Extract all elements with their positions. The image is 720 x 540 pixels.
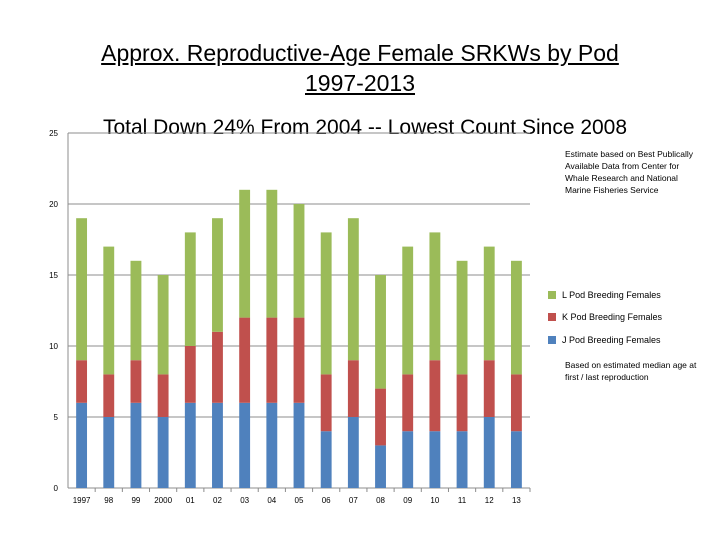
x-tick-label: 07 bbox=[349, 496, 358, 505]
bar-j-pod bbox=[402, 431, 414, 488]
bar-l-pod bbox=[483, 246, 495, 361]
y-tick-label: 15 bbox=[49, 271, 58, 280]
bar-j-pod bbox=[483, 417, 495, 488]
bar-j-pod bbox=[375, 445, 386, 488]
legend-item-l-pod: L Pod Breeding Females bbox=[548, 290, 661, 300]
bar-j-pod bbox=[184, 402, 196, 488]
x-tick-label: 02 bbox=[213, 496, 222, 505]
bar-l-pod bbox=[429, 232, 441, 361]
bar-l-pod bbox=[103, 246, 115, 375]
bar-k-pod bbox=[402, 374, 414, 432]
bar-l-pod bbox=[510, 260, 522, 375]
bar-k-pod bbox=[212, 331, 223, 403]
bar-k-pod bbox=[184, 346, 196, 403]
source-note: Estimate based on Best Publically Availa… bbox=[565, 149, 694, 195]
bar-j-pod bbox=[239, 402, 251, 488]
bar-k-pod bbox=[375, 388, 386, 446]
x-tick-label: 1997 bbox=[73, 496, 91, 505]
x-tick-label: 06 bbox=[322, 496, 331, 505]
chart-title-years: 1997-2013 bbox=[305, 70, 415, 96]
y-tick-label: 25 bbox=[49, 129, 58, 138]
bar-j-pod bbox=[130, 402, 142, 488]
y-tick-label: 5 bbox=[54, 413, 59, 422]
bar-l-pod bbox=[239, 189, 251, 318]
bar-k-pod bbox=[456, 374, 468, 432]
legend-swatch-j-pod bbox=[548, 336, 556, 344]
x-tick-label: 10 bbox=[430, 496, 439, 505]
bar-k-pod bbox=[103, 374, 115, 417]
method-note: Based on estimated median age at first /… bbox=[565, 360, 697, 382]
bar-l-pod bbox=[266, 189, 278, 318]
bar-l-pod bbox=[76, 218, 88, 361]
bar-k-pod bbox=[157, 374, 169, 417]
legend-label-l-pod: L Pod Breeding Females bbox=[562, 290, 661, 300]
bar-l-pod bbox=[320, 232, 332, 375]
bar-j-pod bbox=[293, 402, 305, 488]
x-tick-label: 2000 bbox=[154, 496, 172, 505]
bar-l-pod bbox=[293, 204, 305, 318]
bar-l-pod bbox=[402, 246, 414, 375]
bar-j-pod bbox=[429, 431, 441, 488]
bar-k-pod bbox=[76, 360, 88, 403]
bar-l-pod bbox=[184, 232, 196, 346]
bar-j-pod bbox=[212, 402, 223, 488]
legend-label-j-pod: J Pod Breeding Females bbox=[562, 335, 661, 345]
x-tick-label: 99 bbox=[131, 496, 140, 505]
x-tick-label: 05 bbox=[295, 496, 304, 505]
bar-j-pod bbox=[456, 431, 468, 488]
bar-l-pod bbox=[375, 275, 386, 389]
bar-k-pod bbox=[130, 360, 142, 403]
chart-title: Approx. Reproductive-Age Female SRKWs by… bbox=[101, 40, 619, 66]
y-tick-label: 10 bbox=[49, 342, 58, 351]
bar-j-pod bbox=[510, 431, 522, 488]
bar-j-pod bbox=[347, 417, 359, 488]
y-tick-label: 0 bbox=[54, 484, 59, 493]
bar-l-pod bbox=[212, 218, 223, 332]
bar-j-pod bbox=[320, 431, 332, 488]
bar-l-pod bbox=[347, 218, 359, 361]
bar-l-pod bbox=[157, 275, 169, 375]
x-tick-label: 11 bbox=[458, 496, 467, 505]
x-tick-label: 01 bbox=[186, 496, 195, 505]
y-tick-label: 20 bbox=[49, 200, 58, 209]
legend-swatch-k-pod bbox=[548, 313, 556, 321]
bar-k-pod bbox=[347, 360, 359, 417]
bar-l-pod bbox=[456, 260, 468, 375]
bar-k-pod bbox=[239, 317, 251, 403]
bar-j-pod bbox=[76, 402, 88, 488]
bar-k-pod bbox=[293, 317, 305, 403]
x-tick-label: 04 bbox=[267, 496, 276, 505]
bar-k-pod bbox=[510, 374, 522, 432]
legend-swatch-l-pod bbox=[548, 291, 556, 299]
bar-k-pod bbox=[266, 317, 278, 403]
x-tick-label: 98 bbox=[104, 496, 113, 505]
x-tick-label: 03 bbox=[240, 496, 249, 505]
x-tick-label: 08 bbox=[376, 496, 385, 505]
x-tick-label: 12 bbox=[485, 496, 494, 505]
bar-k-pod bbox=[320, 374, 332, 432]
bar-l-pod bbox=[130, 260, 142, 361]
bar-k-pod bbox=[483, 360, 495, 417]
bar-k-pod bbox=[429, 360, 441, 432]
legend-label-k-pod: K Pod Breeding Females bbox=[562, 312, 663, 322]
x-tick-label: 09 bbox=[403, 496, 412, 505]
legend-item-k-pod: K Pod Breeding Females bbox=[548, 312, 662, 322]
bar-j-pod bbox=[103, 417, 115, 488]
bar-j-pod bbox=[266, 402, 278, 488]
bar-j-pod bbox=[157, 417, 169, 488]
legend-item-j-pod: J Pod Breeding Females bbox=[548, 335, 661, 345]
x-tick-label: 13 bbox=[512, 496, 521, 505]
